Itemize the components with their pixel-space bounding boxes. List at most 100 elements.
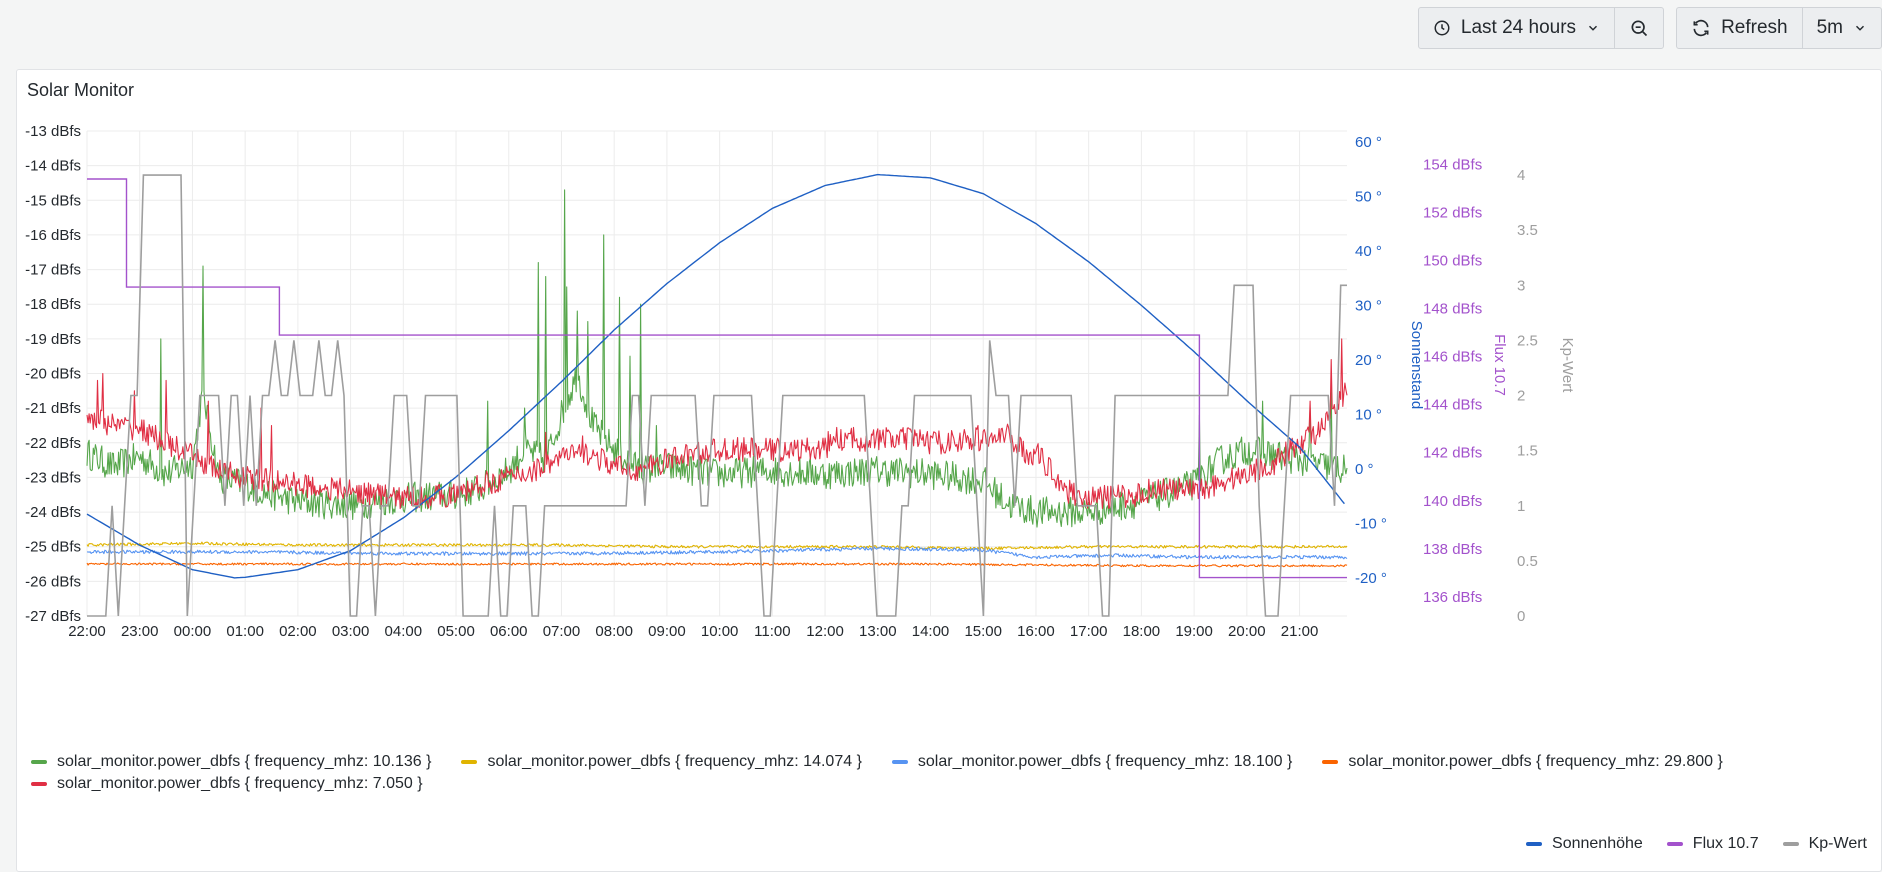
right2-tick-label: 154 dBfs xyxy=(1423,157,1482,174)
x-tick-label: 16:00 xyxy=(1017,623,1055,640)
legend-label: solar_monitor.power_dbfs { frequency_mhz… xyxy=(487,753,862,770)
chevron-down-icon xyxy=(1855,25,1865,31)
x-tick-label: 18:00 xyxy=(1123,623,1161,640)
x-tick-label: 12:00 xyxy=(806,623,844,640)
series-line-5 xyxy=(86,338,1348,510)
panel-title[interactable]: Solar Monitor xyxy=(27,80,135,100)
axis-legend: Sonnenhöhe Flux 10.7 Kp-Wert xyxy=(1526,835,1867,853)
right3-tick-label: 3.5 xyxy=(1517,222,1538,239)
x-tick-label: 15:00 xyxy=(964,623,1002,640)
right2-tick-label: 136 dBfs xyxy=(1423,589,1482,606)
x-tick-label: 19:00 xyxy=(1175,623,1213,640)
x-tick-label: 14:00 xyxy=(912,623,950,640)
legend-axis-item[interactable]: Kp-Wert xyxy=(1782,835,1867,853)
right3-tick-label: 0.5 xyxy=(1517,553,1538,570)
legend-swatch xyxy=(1782,842,1799,846)
legend-label: Sonnenhöhe xyxy=(1552,835,1643,852)
legend-swatch xyxy=(1322,760,1339,764)
x-tick-label: 07:00 xyxy=(543,623,581,640)
series-line-2 xyxy=(86,541,1348,551)
refresh-interval-picker[interactable]: 5m xyxy=(1803,8,1881,48)
legend-series-item[interactable]: solar_monitor.power_dbfs { frequency_mhz… xyxy=(31,753,431,771)
x-tick-label: 11:00 xyxy=(754,623,790,640)
refresh-label: Refresh xyxy=(1721,17,1788,38)
right3-axis-label: Kp-Wert xyxy=(1559,338,1576,394)
x-tick-label: 17:00 xyxy=(1070,623,1108,640)
legend-axis-item[interactable]: Sonnenhöhe xyxy=(1526,835,1643,853)
right2-axis-label: Flux 10.7 xyxy=(1491,334,1508,396)
x-tick-label: 03:00 xyxy=(332,623,370,640)
y-tick-label: -25 dBfs xyxy=(25,539,81,556)
legend-swatch xyxy=(461,760,478,764)
x-tick-label: 05:00 xyxy=(437,623,475,640)
y-tick-label: -15 dBfs xyxy=(25,192,81,209)
solar-monitor-panel: Solar Monitor -13 dBfs -14 dBfs -15 dBfs -1… xyxy=(16,69,1882,872)
legend-swatch xyxy=(31,782,47,786)
right2-tick-label: 152 dBfs xyxy=(1423,205,1482,222)
chevron-down-icon xyxy=(1589,25,1598,31)
legend-series-item[interactable]: solar_monitor.power_dbfs { frequency_mhz… xyxy=(31,775,423,793)
legend-label: solar_monitor.power_dbfs { frequency_mhz… xyxy=(917,753,1293,770)
x-tick-label: 01:00 xyxy=(226,623,264,640)
series-line-6 xyxy=(86,173,1345,579)
y-tick-label: -21 dBfs xyxy=(25,400,81,417)
x-tick-label: 02:00 xyxy=(279,623,317,640)
legend-label: solar_monitor.power_dbfs { frequency_mhz… xyxy=(1348,753,1723,770)
right3-tick-label: 2.5 xyxy=(1517,332,1538,349)
legend-series-item[interactable]: solar_monitor.power_dbfs { frequency_mhz… xyxy=(891,753,1293,771)
x-tick-label: 13:00 xyxy=(859,623,897,640)
y-tick-label: -14 dBfs xyxy=(25,158,81,175)
series-legend: solar_monitor.power_dbfs { frequency_mhz… xyxy=(31,753,1811,793)
legend-series-item[interactable]: solar_monitor.power_dbfs { frequency_mhz… xyxy=(1322,753,1723,771)
time-range-label: Last 24 hours xyxy=(1460,17,1577,38)
y-tick-label: -23 dBfs xyxy=(25,469,81,486)
right3-tick-label: 1 xyxy=(1517,498,1525,515)
legend-series-item[interactable]: solar_monitor.power_dbfs { frequency_mhz… xyxy=(461,753,862,771)
y-tick-label: -22 dBfs xyxy=(25,435,81,452)
right1-tick-label: 20 ° xyxy=(1355,352,1382,369)
refresh-icon xyxy=(1693,19,1709,37)
x-tick-label: 20:00 xyxy=(1228,623,1266,640)
legend-axis-item[interactable]: Flux 10.7 xyxy=(1666,835,1759,853)
series-line-1 xyxy=(86,189,1348,528)
legend-label: Flux 10.7 xyxy=(1692,835,1759,852)
refresh-button[interactable]: Refresh xyxy=(1677,8,1803,48)
right1-tick-label: -20 ° xyxy=(1355,570,1387,587)
right3-tick-label: 1.5 xyxy=(1517,443,1538,460)
x-tick-label: 10:00 xyxy=(701,623,739,640)
refresh-group: Refresh 5m xyxy=(1676,7,1882,49)
legend-swatch xyxy=(891,760,908,764)
right2-tick-label: 140 dBfs xyxy=(1423,493,1482,510)
legend-label: solar_monitor.power_dbfs { frequency_mhz… xyxy=(57,753,432,770)
legend-swatch xyxy=(1526,842,1543,846)
right2-tick-label: 146 dBfs xyxy=(1423,349,1482,366)
x-tick-label: 21:00 xyxy=(1281,623,1319,640)
zoom-out-button[interactable] xyxy=(1615,8,1663,48)
series-line-7 xyxy=(87,178,1347,579)
timeseries-chart[interactable]: -13 dBfs -14 dBfs -15 dBfs -16 dBfs -17 dBfs… xyxy=(17,70,1881,870)
series-line-8 xyxy=(87,174,1347,617)
dashboard-toolbar: Last 24 hours Refresh 5m xyxy=(1417,7,1882,49)
x-tick-label: 00:00 xyxy=(174,623,212,640)
series-line-3 xyxy=(86,546,1348,560)
refresh-interval-label: 5m xyxy=(1816,17,1843,38)
time-range-group: Last 24 hours xyxy=(1417,7,1665,49)
time-range-picker[interactable]: Last 24 hours xyxy=(1419,8,1616,48)
x-tick-label: 09:00 xyxy=(648,623,686,640)
y-tick-label: -19 dBfs xyxy=(25,331,81,348)
right1-tick-label: 30 ° xyxy=(1355,297,1382,314)
right2-tick-label: 148 dBfs xyxy=(1423,301,1482,318)
y-tick-label: -13 dBfs xyxy=(25,123,81,140)
y-tick-label: -20 dBfs xyxy=(25,366,81,383)
legend-label: Kp-Wert xyxy=(1808,835,1867,852)
x-tick-label: 06:00 xyxy=(490,623,528,640)
right2-tick-label: 144 dBfs xyxy=(1423,397,1482,414)
legend-label: solar_monitor.power_dbfs { frequency_mhz… xyxy=(57,775,423,792)
right2-tick-label: 138 dBfs xyxy=(1423,541,1482,558)
right1-tick-label: -10 ° xyxy=(1355,515,1387,532)
right3-tick-label: 2 xyxy=(1517,388,1525,405)
y-tick-label: -24 dBfs xyxy=(25,504,81,521)
y-tick-label: -17 dBfs xyxy=(25,262,81,279)
right3-tick-label: 4 xyxy=(1517,167,1525,184)
right1-tick-label: 40 ° xyxy=(1355,243,1382,260)
